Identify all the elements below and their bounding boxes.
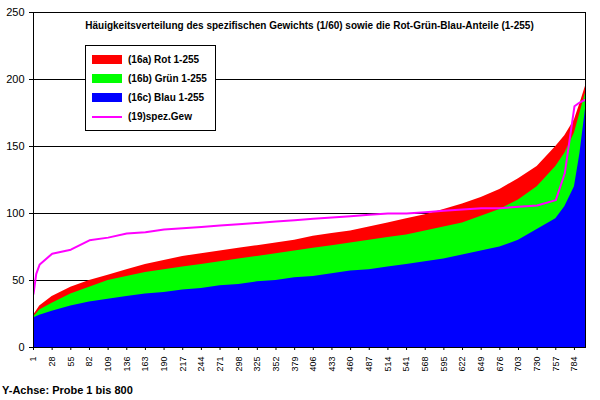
svg-text:406: 406	[308, 357, 318, 372]
svg-text:595: 595	[439, 357, 449, 372]
svg-text:28: 28	[47, 357, 57, 367]
svg-text:200: 200	[6, 73, 24, 85]
svg-text:190: 190	[159, 357, 169, 372]
svg-text:55: 55	[66, 357, 76, 367]
svg-text:250: 250	[6, 6, 24, 18]
svg-text:Häuigkeitsverteilung des spezi: Häuigkeitsverteilung des spezifischen Ge…	[85, 20, 533, 31]
svg-text:298: 298	[234, 357, 244, 372]
svg-text:50: 50	[12, 274, 24, 286]
svg-text:649: 649	[476, 357, 486, 372]
svg-text:433: 433	[327, 357, 337, 372]
svg-text:676: 676	[495, 357, 505, 372]
svg-text:1: 1	[28, 357, 38, 362]
html-text:(19)spez.Gew: (19)spez.Gew	[128, 111, 192, 122]
svg-text:163: 163	[140, 357, 150, 372]
svg-text:271: 271	[215, 357, 225, 372]
svg-text:541: 541	[401, 357, 411, 372]
svg-text:100: 100	[6, 207, 24, 219]
svg-text:325: 325	[252, 357, 262, 372]
svg-text:757: 757	[551, 357, 561, 372]
html-text:(16c) Blau 1-255: (16c) Blau 1-255	[128, 92, 205, 103]
svg-text:514: 514	[383, 357, 393, 372]
svg-text:244: 244	[196, 357, 206, 372]
html-text:Y-Achse: Probe 1 bis 800: Y-Achse: Probe 1 bis 800	[2, 384, 133, 396]
svg-text:784: 784	[569, 357, 579, 372]
svg-text:487: 487	[364, 357, 374, 372]
svg-text:217: 217	[178, 357, 188, 372]
svg-text:0: 0	[18, 341, 24, 353]
svg-text:568: 568	[420, 357, 430, 372]
svg-text:730: 730	[532, 357, 542, 372]
svg-text:150: 150	[6, 140, 24, 152]
svg-text:622: 622	[457, 357, 467, 372]
svg-text:703: 703	[513, 357, 523, 372]
svg-text:352: 352	[271, 357, 281, 372]
svg-text:136: 136	[122, 357, 132, 372]
html-text:(16a) Rot 1-255: (16a) Rot 1-255	[128, 54, 200, 65]
html-text:(16b) Grün 1-255: (16b) Grün 1-255	[128, 73, 207, 84]
svg-text:460: 460	[345, 357, 355, 372]
svg-text:379: 379	[290, 357, 300, 372]
svg-text:109: 109	[103, 357, 113, 372]
svg-text:82: 82	[84, 357, 94, 367]
